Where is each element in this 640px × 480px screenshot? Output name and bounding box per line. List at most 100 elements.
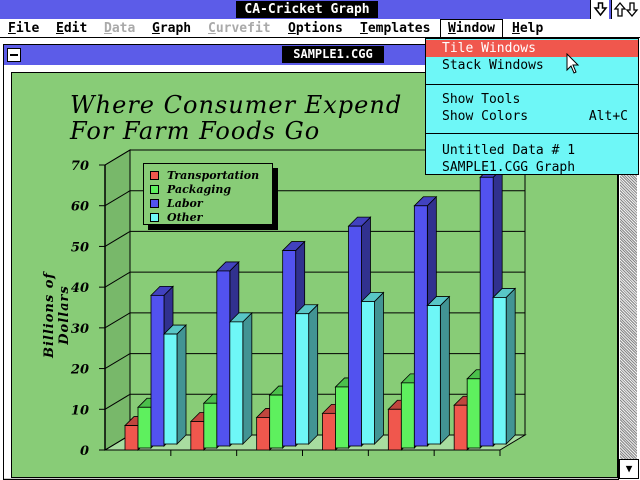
untitled-data-label: Untitled Data # 1 [442, 143, 576, 158]
gridline-side [104, 271, 131, 288]
y-axis-label: Billions of Dollars [42, 272, 72, 358]
menu-graph-label: raph [159, 21, 192, 36]
chart-side-wall [104, 149, 131, 451]
legend-item: Transportation [150, 169, 259, 182]
menu-item-stack-windows[interactable]: Stack Windows [426, 57, 638, 74]
legend-swatch [150, 199, 159, 208]
menu-data-label: ata [111, 21, 136, 36]
bar-other [163, 333, 178, 445]
document-title: SAMPLE1.CGG [282, 46, 384, 63]
bar-transportation [190, 421, 205, 451]
gridline-side [104, 149, 131, 166]
bar-packaging [335, 386, 349, 449]
scroll-down-arrow-icon: ▼ [625, 462, 633, 475]
menu-file-label: ile [15, 21, 40, 36]
bar-other [361, 301, 375, 445]
menu-item-sample-graph[interactable]: SAMPLE1.CGG Graph [426, 159, 638, 176]
gridline-side [104, 353, 131, 370]
menu-item-show-tools[interactable]: Show Tools [426, 91, 638, 108]
menu-item-show-colors[interactable]: Show Colors Alt+C [426, 108, 638, 125]
legend-label: Other [167, 211, 203, 224]
bar-packaging [400, 382, 415, 449]
legend-swatch [150, 213, 159, 222]
bar-other [229, 321, 244, 445]
gridline-side [104, 230, 131, 247]
bar-side [176, 324, 187, 445]
show-tools-label: Show Tools [442, 92, 521, 107]
gridline-side [104, 190, 131, 207]
chart-bars [124, 167, 517, 451]
bar-packaging [269, 394, 284, 449]
minimize-button[interactable] [590, 0, 609, 19]
bar-side [242, 311, 253, 445]
menu-curvefit[interactable]: Curvefit [208, 21, 271, 36]
document-system-menu-button[interactable] [7, 48, 21, 62]
bar-side [505, 287, 516, 445]
bar-transportation [453, 404, 468, 451]
y-tick-label: 50 [71, 240, 89, 255]
bar-transportation [322, 412, 336, 451]
menu-separator [426, 84, 638, 85]
menu-item-untitled-data[interactable]: Untitled Data # 1 [426, 142, 638, 159]
menu-help-label: elp [519, 21, 544, 36]
show-colors-label: Show Colors [442, 109, 529, 124]
y-tick-label: 0 [80, 444, 89, 459]
bar-packaging [137, 406, 152, 449]
menu-window-active-box [440, 19, 503, 38]
menu-templates[interactable]: Templates [360, 21, 431, 36]
chart-title-line1: Where Consumer Expend [70, 91, 403, 119]
menu-curvefit-label: urvefit [215, 21, 271, 36]
system-menu-bar-icon [10, 54, 18, 56]
legend-label: Transportation [167, 169, 260, 182]
stack-windows-label: Stack Windows [442, 58, 544, 73]
chart-tick-labels: 0 10 20 30 40 50 60 70 [70, 159, 89, 459]
legend-item: Labor [150, 197, 203, 210]
bar-side [374, 291, 384, 445]
menu-options[interactable]: Options [288, 21, 343, 36]
bar-labor [282, 250, 297, 447]
bar-labor [150, 294, 165, 447]
bar-other [426, 305, 441, 445]
bar-labor [216, 270, 231, 447]
bar-side [439, 295, 450, 445]
menu-window[interactable]: Window [448, 21, 495, 36]
menu-window-label: indow [455, 21, 495, 36]
bar-side [308, 303, 319, 445]
legend-label: Packaging [167, 183, 232, 196]
menu-graph[interactable]: Graph [152, 21, 192, 36]
bar-transportation [124, 425, 139, 451]
menu-edit-label: dit [63, 21, 88, 36]
menu-edit[interactable]: Edit [56, 21, 88, 36]
menu-templates-label: emplates [367, 21, 431, 36]
menu-help[interactable]: Help [512, 21, 544, 36]
maximize-button[interactable] [611, 0, 640, 19]
bar-labor [348, 225, 362, 447]
y-tick-label: 70 [71, 159, 89, 174]
gridline-side [104, 393, 131, 410]
bar-other [295, 313, 310, 445]
bar-labor [479, 176, 494, 447]
y-tick-label: 30 [71, 322, 89, 337]
y-tick-label: 40 [71, 281, 89, 296]
chart-legend[interactable]: Transportation Packaging Labor Other [143, 163, 273, 225]
legend-item: Packaging [150, 183, 231, 196]
mouse-pointer-icon [566, 53, 580, 74]
scrollbar-track[interactable] [620, 170, 637, 460]
menu-item-tile-windows[interactable]: Tile Windows [426, 40, 638, 57]
bar-packaging [466, 378, 481, 449]
menu-data[interactable]: Data [104, 21, 136, 36]
legend-label: Labor [167, 197, 203, 210]
scroll-down-button[interactable]: ▼ [619, 459, 639, 479]
legend-swatch [150, 171, 159, 180]
chart-title-line2: For Farm Foods Go [70, 117, 321, 145]
bar-transportation [256, 417, 271, 451]
menu-separator [426, 133, 638, 134]
legend-item: Other [150, 211, 202, 224]
legend-swatch [150, 185, 159, 194]
bar-packaging [203, 402, 218, 449]
window-menu-dropdown: Tile Windows Stack Windows Show Tools Sh… [425, 38, 639, 175]
menu-file[interactable]: File [8, 21, 40, 36]
app-title: CA-Cricket Graph [236, 1, 378, 18]
tile-windows-label: Tile Windows [442, 41, 536, 56]
